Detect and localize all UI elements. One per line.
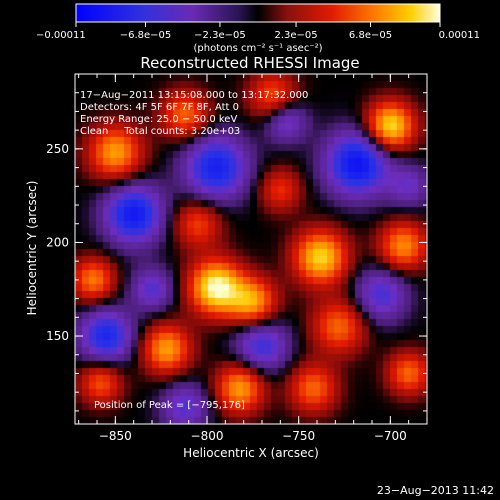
y-tick-label: 150 bbox=[46, 329, 69, 343]
timestamp: 23−Aug−2013 11:42 bbox=[377, 484, 494, 497]
colorbar-tick-label: 0.00011 bbox=[439, 30, 480, 41]
info-line: Energy Range: 25.0 − 50.0 keV bbox=[80, 114, 237, 125]
colorbar-units-label: (photons cm⁻² s⁻¹ asec⁻²) bbox=[193, 43, 322, 54]
y-axis-label: Heliocentric Y (arcsec) bbox=[25, 181, 39, 316]
info-line: Clean Total counts: 3.20e+03 bbox=[80, 126, 240, 137]
x-axis-label: Heliocentric X (arcsec) bbox=[183, 446, 319, 460]
y-tick-label: 200 bbox=[46, 235, 69, 249]
colorbar-tick-label: −2.3e−05 bbox=[194, 30, 246, 41]
peak-position-label: Position of Peak = [−795,176] bbox=[94, 400, 245, 411]
info-line: Detectors: 4F 5F 6F 7F 8F, Att 0 bbox=[80, 102, 239, 113]
colorbar bbox=[75, 3, 441, 23]
colorbar-tick-label: −6.8e−05 bbox=[120, 30, 172, 41]
x-tick-label: −700 bbox=[374, 429, 407, 443]
axis-ticks: −850 −800 −750 −700 150 200 250 bbox=[46, 73, 428, 443]
chart-title: Reconstructed RHESSI Image bbox=[140, 54, 359, 72]
x-tick-label: −750 bbox=[282, 429, 315, 443]
colorbar-tick-label: 6.8e−05 bbox=[349, 30, 392, 41]
colorbar-ticks: −0.00011 −6.8e−05 −2.3e−05 2.3e−05 6.8e−05 0.… bbox=[36, 22, 480, 41]
y-tick-label: 250 bbox=[46, 142, 69, 156]
colorbar-tick-label: −0.00011 bbox=[36, 30, 86, 41]
x-tick-label: −850 bbox=[99, 429, 132, 443]
observation-info: 17−Aug−2011 13:15:08.000 to 13:17:32.000… bbox=[80, 90, 308, 137]
x-tick-label: −800 bbox=[191, 429, 224, 443]
info-line: 17−Aug−2011 13:15:08.000 to 13:17:32.000 bbox=[80, 90, 308, 101]
heatmap-image bbox=[75, 74, 427, 424]
colorbar-tick-label: 2.3e−05 bbox=[274, 30, 317, 41]
plot-frame bbox=[74, 73, 428, 425]
